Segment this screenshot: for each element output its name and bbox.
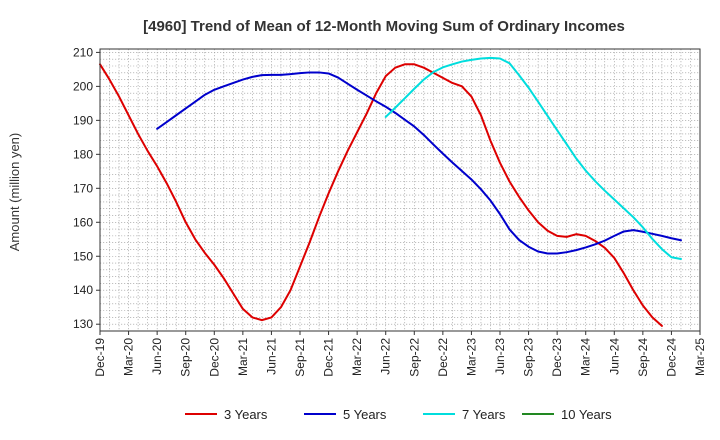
legend-label: 3 Years <box>224 407 268 422</box>
x-tick-label: Sep-22 <box>407 338 421 377</box>
series-line-5-years <box>156 71 682 255</box>
x-tick-label: Dec-23 <box>550 338 564 377</box>
legend-label: 10 Years <box>561 407 612 422</box>
legend-label: 7 Years <box>462 407 506 422</box>
x-tick-label: Mar-20 <box>122 338 136 376</box>
x-tick-label: Sep-23 <box>522 338 536 377</box>
plot-background <box>100 49 700 331</box>
x-tick-label: Sep-20 <box>179 338 193 377</box>
x-tick-label: Jun-22 <box>379 338 393 375</box>
y-tick-label: 210 <box>73 45 93 59</box>
y-tick-label: 200 <box>73 79 93 93</box>
y-tick-label: 170 <box>73 181 93 195</box>
series-line-7-years <box>384 56 682 260</box>
x-tick-label: Dec-20 <box>207 338 221 377</box>
chart-title: [4960] Trend of Mean of 12-Month Moving … <box>143 18 625 35</box>
x-tick-label: Mar-24 <box>579 338 593 376</box>
series-line-3-years <box>99 63 663 327</box>
y-tick-label: 160 <box>73 215 93 229</box>
x-tick-label: Sep-24 <box>636 338 650 377</box>
x-tick-label: Jun-23 <box>493 338 507 375</box>
x-tick-label: Mar-21 <box>236 338 250 376</box>
x-tick-label: Jun-21 <box>264 338 278 375</box>
plot-frame <box>99 48 701 332</box>
x-tick-label: Mar-22 <box>350 338 364 376</box>
y-tick-label: 130 <box>73 317 93 331</box>
y-axis-label: Amount (million yen) <box>7 133 22 252</box>
x-tick-label: Jun-20 <box>150 338 164 375</box>
x-tick-label: Dec-24 <box>664 338 678 377</box>
y-tick-label: 180 <box>73 147 93 161</box>
x-tick-label: Dec-22 <box>436 338 450 377</box>
legend-label: 5 Years <box>343 407 387 422</box>
x-tick-label: Jun-24 <box>607 338 621 375</box>
plot-area: 130 140 150 160 170 180 190 200 210 Dec-19 Mar-20 J… <box>73 45 707 376</box>
y-tick-label: 150 <box>73 249 93 263</box>
x-tick-label: Dec-19 <box>93 338 107 377</box>
x-tick-label: Mar-25 <box>693 338 707 376</box>
x-tick-label: Mar-23 <box>464 338 478 376</box>
x-tick-label: Dec-21 <box>322 338 336 377</box>
y-tick-label: 140 <box>73 283 93 297</box>
y-tick-label: 190 <box>73 113 93 127</box>
x-tick-label: Sep-21 <box>293 338 307 377</box>
legend: 3 Years 5 Years 7 Years 10 Years <box>185 407 612 422</box>
